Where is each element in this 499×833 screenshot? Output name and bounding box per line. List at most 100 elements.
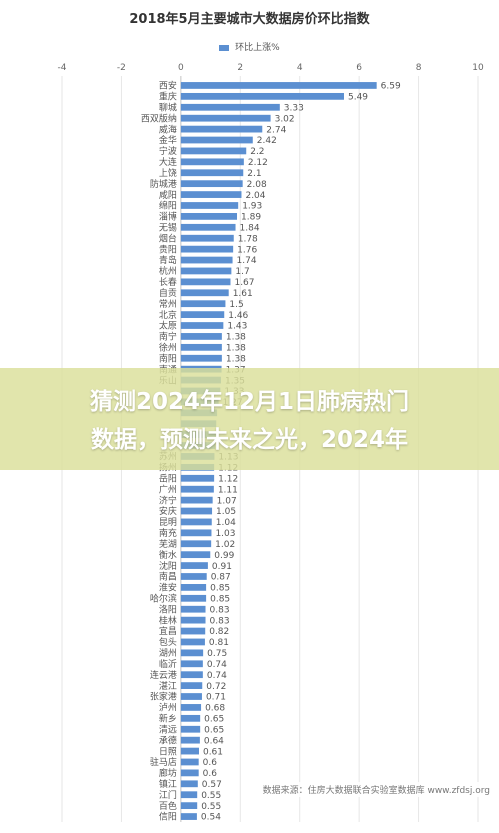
value-label: 2.42 <box>257 136 277 146</box>
value-label: 1.02 <box>215 540 235 550</box>
category-label: 承德 <box>159 734 177 746</box>
bar <box>180 529 212 537</box>
value-label: 0.85 <box>210 584 230 594</box>
category-label: 青岛 <box>159 254 177 266</box>
category-label: 徐州 <box>159 342 177 354</box>
category-label: 湛江 <box>159 681 177 692</box>
bar <box>180 551 211 559</box>
x-tick-label: 10 <box>472 63 484 73</box>
value-label: 0.65 <box>204 715 224 725</box>
value-label: 1.7 <box>235 267 249 277</box>
value-label: 1.43 <box>227 322 247 332</box>
category-label: 南宁 <box>159 331 177 343</box>
value-label: 1.38 <box>226 333 246 343</box>
bar <box>180 660 203 668</box>
bar <box>180 213 238 220</box>
value-label: 1.12 <box>218 474 238 484</box>
headline-banner: 猜测2024年12月1日肺病热门 数据，预测未来之光，2024年 <box>0 368 499 470</box>
bar <box>180 725 201 733</box>
bar <box>180 704 202 711</box>
chart-legend: 环比上涨% <box>0 40 499 53</box>
category-label: 威海 <box>159 123 177 135</box>
bar <box>180 714 201 722</box>
value-label: 1.38 <box>226 354 246 364</box>
bar <box>180 354 222 362</box>
bar <box>180 736 200 744</box>
bar <box>180 507 213 515</box>
value-label: 0.85 <box>210 595 230 605</box>
value-label: 1.07 <box>217 496 237 506</box>
bar <box>180 234 234 242</box>
value-label: 0.6 <box>203 758 218 768</box>
category-label: 宁波 <box>159 145 177 157</box>
category-label: 自贡 <box>159 287 177 299</box>
category-label: 江门 <box>159 789 177 801</box>
value-label: 2.04 <box>245 191 265 201</box>
value-label: 1.89 <box>241 213 261 223</box>
bar <box>180 202 239 209</box>
bar <box>180 245 234 253</box>
bar <box>180 343 222 351</box>
category-label: 西安 <box>159 80 177 92</box>
category-label: 安庆 <box>159 505 177 517</box>
bar <box>180 605 206 613</box>
category-label: 信阳 <box>159 811 177 823</box>
bar <box>180 758 199 766</box>
value-label: 1.03 <box>215 529 235 539</box>
value-label: 0.87 <box>211 573 231 583</box>
value-label: 2.08 <box>247 180 267 190</box>
value-label: 2.1 <box>247 169 261 179</box>
bar <box>180 627 206 635</box>
category-label: 长春 <box>159 276 177 288</box>
category-label: 新乡 <box>159 713 177 725</box>
bar <box>180 311 225 318</box>
value-label: 1.5 <box>229 300 243 310</box>
bar <box>180 103 280 111</box>
headline-line-2: 数据，预测未来之光，2024年 <box>90 427 408 453</box>
category-label: 日照 <box>159 746 177 757</box>
x-tick-label: -2 <box>117 63 126 73</box>
bar <box>180 693 202 700</box>
bar <box>180 813 197 820</box>
value-label: 2.74 <box>266 125 286 135</box>
value-label: 0.91 <box>212 562 232 572</box>
category-label: 贵阳 <box>159 243 177 255</box>
category-label: 临沂 <box>159 658 177 670</box>
category-label: 驻马店 <box>150 756 177 768</box>
bar <box>180 682 203 689</box>
bar <box>180 485 214 493</box>
bar <box>180 791 198 799</box>
category-label: 张家港 <box>150 691 177 703</box>
value-label: 1.84 <box>240 224 260 234</box>
category-label: 沈阳 <box>159 560 177 572</box>
bar <box>180 616 206 624</box>
bar <box>180 256 233 264</box>
value-label: 0.99 <box>214 551 234 561</box>
value-label: 0.74 <box>207 671 227 681</box>
category-label: 南昌 <box>159 571 177 583</box>
bar <box>180 92 344 100</box>
category-label: 泸州 <box>159 703 177 714</box>
bar <box>180 322 224 329</box>
category-label: 桂林 <box>159 614 177 626</box>
category-label: 芜湖 <box>159 538 177 550</box>
bar <box>180 802 198 810</box>
category-label: 镇江 <box>159 778 177 790</box>
value-label: 0.71 <box>206 693 226 703</box>
bar <box>180 289 229 297</box>
value-label: 1.78 <box>238 234 258 244</box>
bar <box>180 747 199 755</box>
value-label: 1.04 <box>216 518 236 528</box>
value-label: 6.59 <box>381 82 401 92</box>
value-label: 0.54 <box>201 813 221 823</box>
category-label: 廊坊 <box>159 767 177 779</box>
bar <box>180 474 215 482</box>
value-label: 1.67 <box>234 278 254 288</box>
category-label: 宜昌 <box>159 625 177 637</box>
x-tick-label: 8 <box>416 63 422 73</box>
value-label: 2.12 <box>248 158 268 168</box>
bar <box>180 496 213 504</box>
category-label: 北京 <box>159 309 177 321</box>
value-label: 0.83 <box>210 605 230 615</box>
